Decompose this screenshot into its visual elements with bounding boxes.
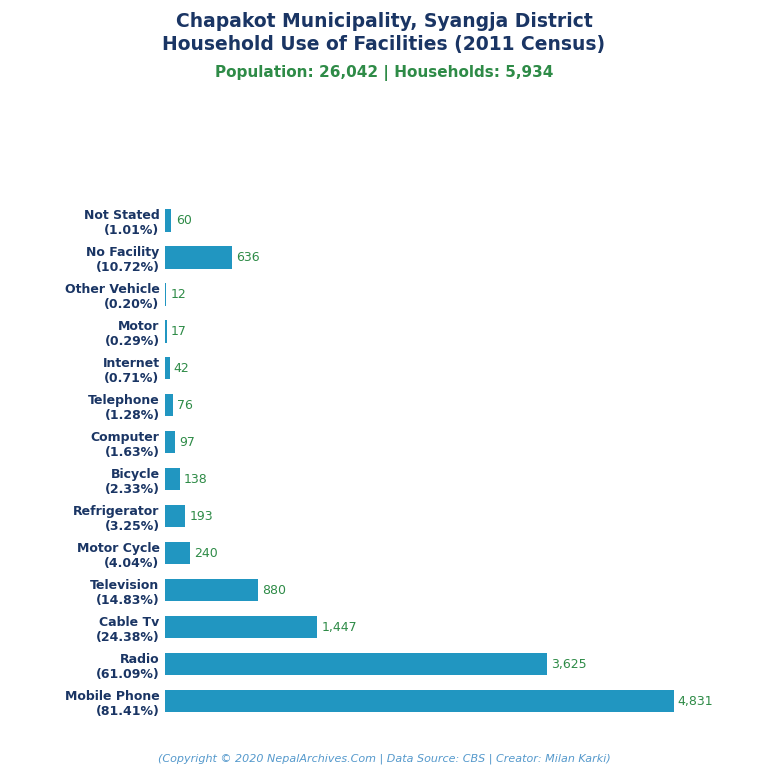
Bar — [165, 616, 317, 638]
Text: 17: 17 — [171, 325, 187, 338]
Text: 138: 138 — [184, 473, 207, 486]
Text: (Copyright © 2020 NepalArchives.Com | Data Source: CBS | Creator: Milan Karki): (Copyright © 2020 NepalArchives.Com | Da… — [157, 753, 611, 764]
Text: 193: 193 — [190, 510, 214, 523]
Text: 42: 42 — [174, 362, 190, 375]
Bar — [165, 653, 547, 675]
Bar — [165, 431, 175, 453]
Bar — [165, 468, 180, 491]
Bar — [165, 283, 167, 306]
Bar — [165, 247, 232, 269]
Bar — [165, 394, 173, 416]
Text: 880: 880 — [262, 584, 286, 597]
Text: 76: 76 — [177, 399, 194, 412]
Bar — [165, 210, 171, 232]
Bar — [165, 542, 190, 564]
Text: 97: 97 — [180, 435, 195, 449]
Text: Chapakot Municipality, Syangja District: Chapakot Municipality, Syangja District — [176, 12, 592, 31]
Bar — [165, 579, 258, 601]
Text: Population: 26,042 | Households: 5,934: Population: 26,042 | Households: 5,934 — [215, 65, 553, 81]
Text: 60: 60 — [176, 214, 191, 227]
Bar — [165, 690, 674, 712]
Text: 240: 240 — [194, 547, 218, 560]
Text: 4,831: 4,831 — [678, 694, 713, 707]
Text: Household Use of Facilities (2011 Census): Household Use of Facilities (2011 Census… — [163, 35, 605, 54]
Text: 1,447: 1,447 — [322, 621, 357, 634]
Text: 12: 12 — [170, 288, 187, 301]
Bar — [165, 505, 185, 528]
Bar — [165, 320, 167, 343]
Text: 3,625: 3,625 — [551, 657, 587, 670]
Text: 636: 636 — [237, 251, 260, 264]
Bar — [165, 357, 170, 379]
